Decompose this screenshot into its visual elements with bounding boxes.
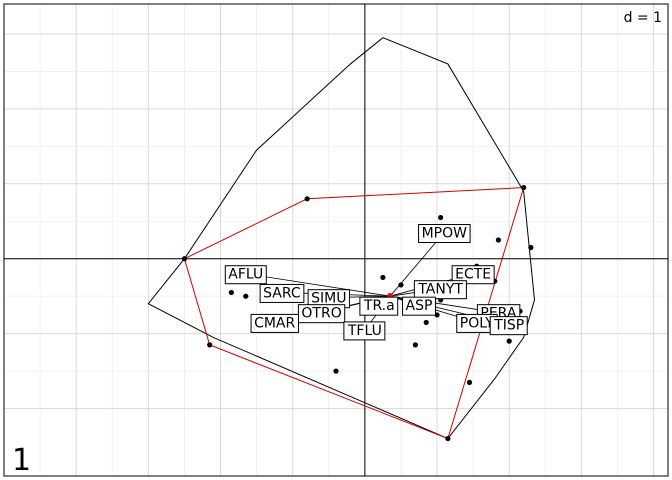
point-label: TFLU: [343, 321, 386, 341]
point-label: MPOW: [418, 224, 471, 244]
label-text: TANYT: [417, 282, 463, 298]
point-label: TANYT: [413, 280, 467, 300]
data-point: [243, 293, 249, 299]
point-label: SARC: [259, 283, 305, 303]
point-label: POLY: [456, 313, 498, 333]
data-point: [228, 289, 234, 296]
label-box: [451, 265, 495, 285]
label-text: CMAR: [254, 315, 295, 331]
label-text: ASP: [406, 298, 433, 314]
data-point: [380, 274, 386, 281]
data-point: [412, 342, 418, 348]
label-box: [224, 265, 267, 285]
outer-hull: [147, 37, 535, 440]
data-point: [423, 319, 429, 326]
data-point: [466, 379, 473, 385]
label-box: [402, 296, 436, 316]
label-box: [259, 283, 305, 303]
label-box: [297, 304, 346, 324]
label-text: POLY: [460, 315, 494, 331]
plot-frame: [3, 3, 669, 477]
data-point: [528, 244, 534, 251]
data-point: [445, 435, 451, 442]
point-label: CMAR: [250, 313, 299, 333]
label-text: TR.a: [363, 298, 395, 314]
label-text: SIMU: [311, 291, 346, 307]
point-label: OTRO: [297, 304, 346, 324]
label-text: MPOW: [422, 226, 468, 242]
label-text: TISP: [493, 318, 524, 334]
label-text: OTRO: [301, 306, 341, 322]
data-point: [521, 184, 527, 191]
data-point: [207, 342, 213, 348]
data-point: [438, 214, 444, 221]
data-point: [495, 237, 501, 243]
label-box: [343, 321, 386, 341]
label-text: ECTE: [455, 267, 491, 283]
point-label: ECTE: [451, 265, 495, 285]
label-text: TFLU: [347, 323, 382, 339]
point-label: ASP: [402, 296, 436, 316]
panel-label: 1: [12, 443, 31, 478]
data-point: [181, 256, 188, 262]
label-box: [418, 224, 471, 244]
label-text: AFLU: [228, 267, 263, 283]
label-box: [489, 316, 528, 336]
data-point: [398, 282, 404, 288]
point-label: TR.a: [359, 296, 399, 316]
data-point: [333, 368, 339, 374]
label-box: [359, 296, 399, 316]
label-box: [413, 280, 467, 300]
label-arrow: [245, 273, 391, 297]
axes-lines: [4, 4, 668, 476]
label-box: [250, 313, 299, 333]
label-text: SARC: [263, 285, 301, 301]
point-label: AFLU: [224, 265, 267, 285]
scale-label: d = 1: [624, 10, 662, 26]
data-point: [506, 338, 512, 344]
point-label: TISP: [489, 316, 528, 336]
data-point: [304, 196, 310, 202]
